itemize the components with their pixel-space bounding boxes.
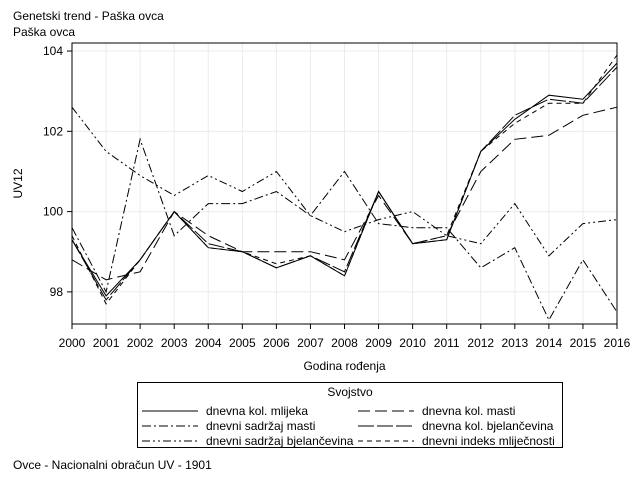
- x-tick-label: 2006: [263, 336, 290, 350]
- x-tick-label: 2003: [161, 336, 188, 350]
- x-tick-label: 2005: [229, 336, 256, 350]
- x-tick-label: 2008: [331, 336, 358, 350]
- legend-swatch: [142, 440, 198, 442]
- y-axis-label: UV12: [11, 168, 25, 198]
- y-tick-label: 100: [43, 205, 63, 219]
- series-line-6: [71, 54, 618, 305]
- legend-label: dnevni indeks mliječnosti: [422, 434, 555, 448]
- legend-swatch: [358, 410, 414, 412]
- y-tick-label: 104: [43, 44, 63, 58]
- x-tick-label: 2014: [536, 336, 563, 350]
- legend-title: Svojstvo: [327, 385, 373, 399]
- x-tick-label: 2002: [127, 336, 154, 350]
- x-tick-label: 2004: [195, 336, 222, 350]
- x-axis-label: Godina rođenja: [303, 359, 385, 373]
- legend-entry: dnevna kol. masti: [358, 403, 515, 419]
- x-tick-label: 2016: [604, 336, 631, 350]
- legend-swatch: [358, 440, 414, 442]
- legend-swatch: [142, 410, 198, 412]
- series-line-3: [71, 137, 618, 322]
- legend-swatch: [142, 425, 198, 427]
- legend-label: dnevni sadržaj masti: [206, 419, 316, 433]
- legend-entry: dnevni sadržaj bjelančevina: [142, 433, 353, 449]
- x-tick-label: 2013: [501, 336, 528, 350]
- chart-title: Genetski trend - Paška ovca: [13, 9, 164, 23]
- legend: Svojstvo dnevna kol. mlijeka dnevna kol. …: [137, 382, 563, 448]
- legend-entry: dnevna kol. mlijeka: [142, 403, 308, 419]
- footnote: Ovce - Nacionalni obračun UV - 1901: [13, 458, 212, 472]
- chart-subtitle: Paška ovca: [13, 25, 76, 39]
- x-tick-label: 2000: [59, 336, 86, 350]
- legend-entry: dnevni indeks mliječnosti: [358, 433, 555, 449]
- x-tick-label: 2015: [570, 336, 597, 350]
- y-tick-label: 98: [50, 285, 64, 299]
- legend-label: dnevna kol. mlijeka: [206, 404, 309, 418]
- y-tick-label: 102: [43, 124, 63, 138]
- x-tick-label: 2011: [434, 336, 460, 350]
- line-chart: 2000 2001 2002 2003 2004 2005 2006 2007 2008 2009…: [11, 42, 631, 373]
- x-tick-label: 2010: [399, 336, 426, 350]
- legend-label: dnevna kol. bjelančevina: [422, 419, 554, 433]
- legend-label: dnevna kol. masti: [422, 404, 516, 418]
- legend-entry: dnevni sadržaj masti: [142, 418, 315, 434]
- legend-swatch: [358, 425, 414, 427]
- x-tick-label: 2007: [297, 336, 324, 350]
- legend-entry: dnevna kol. bjelančevina: [358, 418, 553, 434]
- x-tick-label: 2001: [93, 336, 120, 350]
- x-tick-label: 2012: [467, 336, 494, 350]
- series-line-5: [71, 106, 618, 257]
- legend-label: dnevni sadržaj bjelančevina: [206, 434, 354, 448]
- x-tick-label: 2009: [365, 336, 392, 350]
- series-line-2: [71, 106, 618, 281]
